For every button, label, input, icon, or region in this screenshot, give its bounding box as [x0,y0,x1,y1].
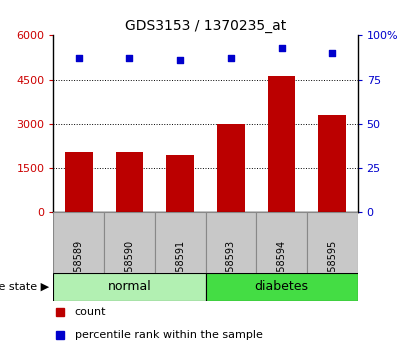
Bar [53,212,104,273]
Title: GDS3153 / 1370235_at: GDS3153 / 1370235_at [125,19,286,33]
Bar [256,212,307,273]
Text: diabetes: diabetes [254,280,309,293]
Bar [206,273,358,301]
Text: GSM158594: GSM158594 [277,239,286,299]
Bar [155,212,206,273]
Point [278,45,285,51]
Bar [307,212,358,273]
Text: GSM158595: GSM158595 [327,239,337,299]
Point [177,57,183,63]
Point [126,56,133,61]
Bar [53,273,206,301]
Bar [318,115,346,212]
Point [228,56,234,61]
Text: disease state ▶: disease state ▶ [0,282,49,292]
Text: GSM158589: GSM158589 [74,239,84,299]
Text: count: count [75,307,106,318]
Bar [115,152,143,212]
Bar [206,212,256,273]
Bar [104,212,155,273]
Text: percentile rank within the sample: percentile rank within the sample [75,330,263,341]
Text: GSM158591: GSM158591 [175,239,185,299]
Text: normal: normal [108,280,151,293]
Bar [217,124,245,212]
Bar [166,155,194,212]
Point [76,56,82,61]
Point [329,50,335,56]
Text: GSM158593: GSM158593 [226,239,236,299]
Bar [268,76,296,212]
Bar [65,152,93,212]
Text: GSM158590: GSM158590 [125,239,134,299]
